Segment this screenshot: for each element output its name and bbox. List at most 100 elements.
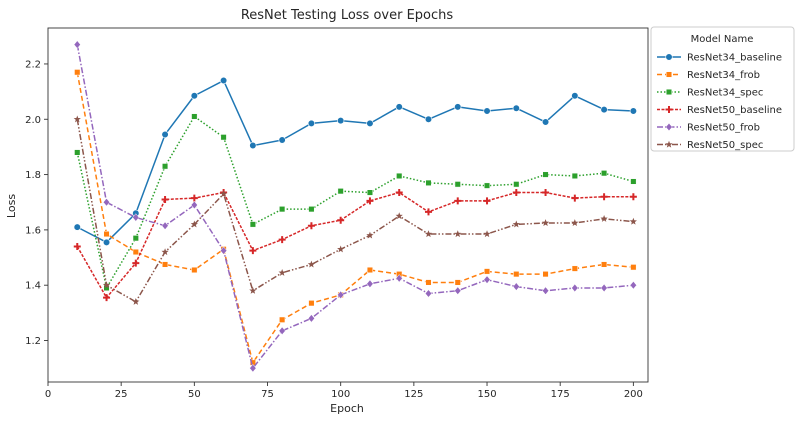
data-point [278,268,286,276]
y-tick-label: 2.0 [25,115,41,126]
data-point [307,260,316,268]
data-point [571,283,579,293]
data-point [191,113,198,120]
data-point [629,107,637,115]
series-line [76,72,634,364]
data-point [424,230,433,238]
data-point [630,264,637,271]
data-point [483,230,491,238]
data-point [630,178,637,185]
data-point [424,115,433,123]
data-point [279,316,286,323]
data-point [220,134,227,141]
data-point [278,326,286,336]
data-point [600,215,608,222]
data-point [512,104,520,112]
series-ResNet50_spec [73,115,637,305]
data-point [103,198,111,207]
data-point [454,103,462,111]
legend-item: ResNet50_frob [657,123,760,134]
data-point [366,266,374,274]
data-point [542,189,550,197]
data-point [483,182,491,189]
data-point [600,105,608,114]
data-point [307,119,316,128]
series-ResNet50_baseline [73,189,637,302]
data-point [73,242,81,250]
data-point [249,363,257,373]
data-point [220,246,228,255]
data-point [483,107,491,115]
data-point [190,194,198,202]
data-point [571,194,579,202]
data-point [132,213,140,222]
data-point [73,40,81,49]
data-point [132,259,140,267]
y-tick-label: 1.4 [25,281,41,292]
data-point [454,197,462,205]
data-point [337,245,345,253]
data-point [161,195,169,203]
legend-label: ResNet50_baseline [687,105,782,116]
data-point [103,294,111,302]
legend-label: ResNet50_frob [687,123,760,134]
data-point [542,286,550,295]
data-point [307,314,315,323]
data-point [629,217,637,225]
data-point [190,92,198,100]
data-point [249,247,257,255]
data-point [512,189,520,197]
data-point [601,261,608,268]
data-point [249,286,257,294]
data-point [132,248,139,256]
y-tick-label: 1.8 [25,170,41,181]
legend-label: ResNet34_spec [687,88,763,99]
legend-item: ResNet34_spec [657,88,763,99]
data-point [190,200,198,210]
data-point [308,206,315,213]
data-point [542,271,549,278]
data-point [541,219,550,227]
data-point [454,181,461,188]
data-point [132,235,139,242]
data-point [395,189,403,197]
data-point [395,212,403,220]
data-point [600,193,608,201]
x-tick-label: 100 [331,389,350,400]
x-axis-label: Epoch [330,402,364,415]
data-point [366,279,374,289]
data-point [629,281,637,290]
data-point [74,149,81,156]
data-point [278,236,286,244]
legend: Model Name ResNet34_baseline ResNet34_fro… [650,26,795,152]
data-point [249,141,257,150]
data-point [483,268,491,275]
series-line [76,79,634,244]
data-point [279,206,286,213]
series-ResNet34_frob [74,69,637,366]
legend-marker [665,71,673,78]
data-point [161,248,169,256]
legend-title: Model Name [691,34,754,45]
data-point [337,117,345,125]
y-tick-label: 1.2 [25,336,41,347]
data-point [424,208,432,216]
x-tick-label: 0 [45,389,51,400]
legend-item: ResNet50_baseline [657,105,782,116]
data-point [191,266,198,274]
plot-area: 0 25 50 75 100 125 150 175 200 1.2 1.4 1.6 1.8 2.0 2.2 [25,27,649,400]
data-point [103,230,110,238]
data-point [600,283,608,293]
data-point [454,230,462,238]
data-point [571,265,578,272]
data-point [162,163,169,170]
x-tick-label: 200 [624,389,643,400]
data-point [307,222,315,230]
legend-item: ResNet50_spec [657,140,763,151]
series-line [76,119,634,303]
legend-marker [665,53,673,61]
data-point [278,136,286,144]
series-ResNet34_baseline [73,76,637,246]
data-point [512,220,520,228]
data-point [513,271,520,278]
